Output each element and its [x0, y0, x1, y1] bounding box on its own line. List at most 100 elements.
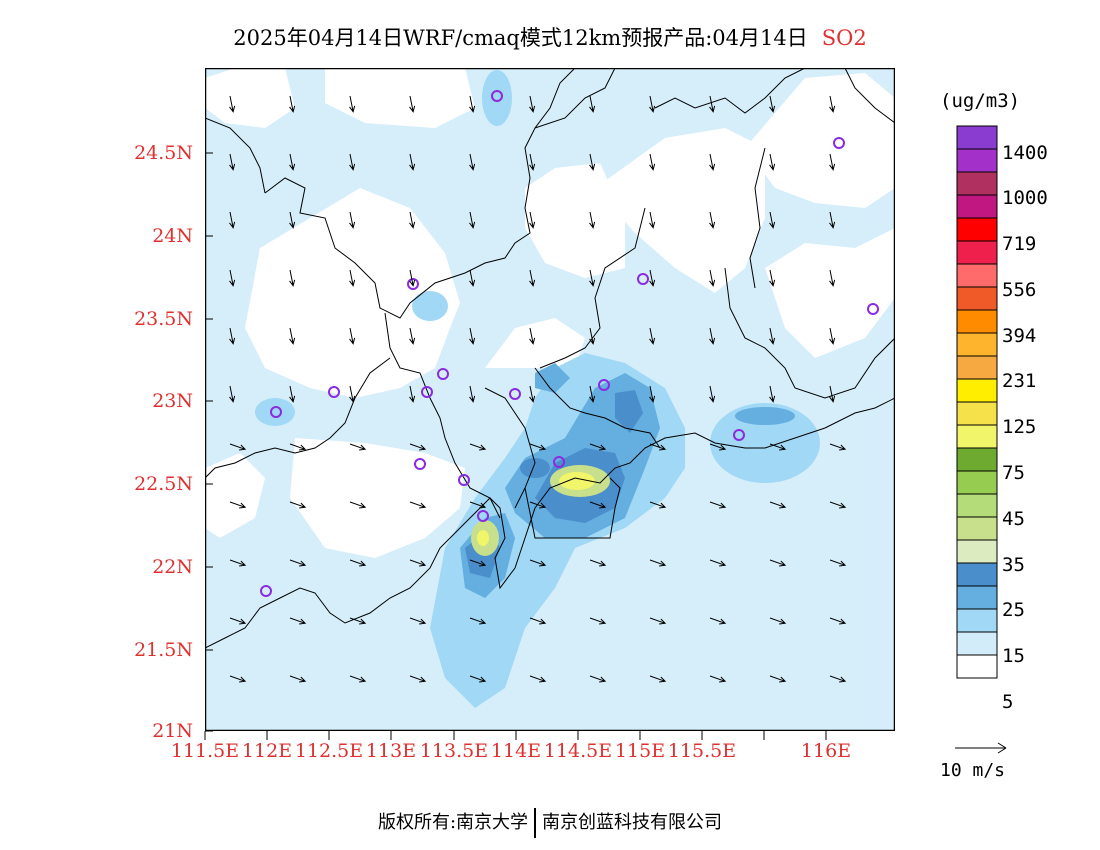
wind-arrow	[769, 559, 787, 567]
wind-arrow	[649, 269, 656, 287]
wind-arrow	[649, 559, 667, 567]
wind-arrow	[409, 95, 416, 113]
colorbar-swatch	[956, 355, 998, 380]
wind-arrow	[529, 153, 536, 171]
wind-arrow	[589, 617, 607, 625]
colorbar-swatch	[956, 631, 998, 656]
wind-arrow	[589, 95, 596, 113]
colorbar-swatch	[956, 171, 998, 196]
wind-arrow	[349, 211, 356, 229]
wind-arrow	[589, 269, 596, 287]
so2-concentration-map	[205, 68, 895, 731]
wind-arrow	[229, 501, 247, 509]
wind-arrow	[709, 617, 727, 625]
colorbar-swatch	[956, 309, 998, 334]
footer-left: 版权所有:南京大学	[377, 812, 529, 833]
wind-arrow	[349, 443, 367, 451]
footer-separator	[534, 808, 537, 838]
colorbar-label: 394	[1002, 325, 1037, 347]
colorbar-label: 231	[1002, 370, 1037, 392]
wind-arrow	[589, 327, 596, 345]
colorbar-label: 719	[1002, 233, 1037, 255]
wind-arrow	[409, 269, 416, 287]
wind-arrow	[289, 385, 296, 403]
wind-arrow	[409, 675, 427, 683]
lon-label: 112.5E	[294, 740, 364, 762]
wind-arrow	[829, 211, 836, 229]
wind-arrow	[409, 617, 427, 625]
wind-arrow	[529, 617, 547, 625]
colorbar-swatch	[956, 654, 998, 679]
footer-right: 南京创蓝科技有限公司	[542, 812, 723, 833]
lat-label: 23.5N	[134, 308, 193, 330]
wind-arrow	[589, 153, 596, 171]
wind-arrow	[649, 617, 667, 625]
wind-arrow	[649, 211, 656, 229]
wind-arrow	[709, 95, 716, 113]
colorbar-swatch	[956, 240, 998, 265]
colorbar-swatch	[956, 516, 998, 541]
wind-arrow	[769, 385, 776, 403]
wind-arrow	[829, 95, 836, 113]
wind-arrow	[769, 443, 787, 451]
station-markers	[260, 90, 879, 597]
wind-arrow	[709, 559, 727, 567]
lon-label: 115.5E	[667, 740, 737, 762]
lat-label: 24.5N	[134, 142, 193, 164]
wind-arrow	[229, 153, 236, 171]
wind-arrow	[469, 501, 487, 509]
colorbar-label: 1000	[1002, 187, 1048, 209]
wind-arrow	[349, 269, 356, 287]
wind-arrow	[349, 675, 367, 683]
wind-arrow	[589, 211, 596, 229]
colorbar-swatch	[956, 424, 998, 449]
wind-arrow	[829, 327, 836, 345]
wind-arrow	[229, 675, 247, 683]
wind-arrow	[589, 385, 596, 403]
wind-arrow	[469, 95, 476, 113]
wind-arrow	[649, 153, 656, 171]
wind-arrow	[409, 559, 427, 567]
colorbar-label: 25	[1002, 599, 1025, 621]
wind-arrow	[709, 269, 716, 287]
wind-arrow	[529, 211, 536, 229]
wind-arrow	[289, 675, 307, 683]
wind-arrow	[289, 501, 307, 509]
wind-arrow	[229, 559, 247, 567]
wind-arrow	[649, 443, 667, 451]
lon-label: 112E	[241, 740, 293, 762]
colorbar-label: 75	[1002, 462, 1025, 484]
wind-arrow	[649, 501, 667, 509]
colorbar-swatch	[956, 585, 998, 610]
wind-arrow	[769, 327, 776, 345]
colorbar-swatch	[956, 378, 998, 403]
wind-arrow	[409, 385, 416, 403]
wind-arrow	[709, 385, 716, 403]
wind-arrow	[709, 211, 716, 229]
colorbar-swatch	[956, 608, 998, 633]
lon-label: 114.5E	[543, 740, 613, 762]
map-frame	[205, 68, 895, 731]
wind-arrow	[769, 153, 776, 171]
wind-arrow	[829, 559, 847, 567]
wind-arrow	[829, 269, 836, 287]
wind-arrow	[709, 443, 727, 451]
title-text: 2025年04月14日WRF/cmaq模式12km预报产品:04月14日	[233, 26, 808, 50]
wind-arrow	[829, 443, 847, 451]
wind-arrow	[229, 385, 236, 403]
wind-arrow	[229, 95, 236, 113]
wind-arrow	[469, 327, 476, 345]
axis-ticks	[204, 152, 827, 740]
wind-arrow	[409, 153, 416, 171]
wind-arrow	[409, 327, 416, 345]
wind-arrow	[289, 617, 307, 625]
colorbar-swatch	[956, 470, 998, 495]
colorbar-swatch	[956, 217, 998, 242]
wind-arrow	[649, 675, 667, 683]
wind-arrow	[409, 501, 427, 509]
lon-label: 113.5E	[419, 740, 489, 762]
lat-label: 24N	[152, 225, 193, 247]
wind-arrow	[229, 443, 247, 451]
wind-arrow	[289, 153, 296, 171]
wind-arrow	[229, 211, 236, 229]
